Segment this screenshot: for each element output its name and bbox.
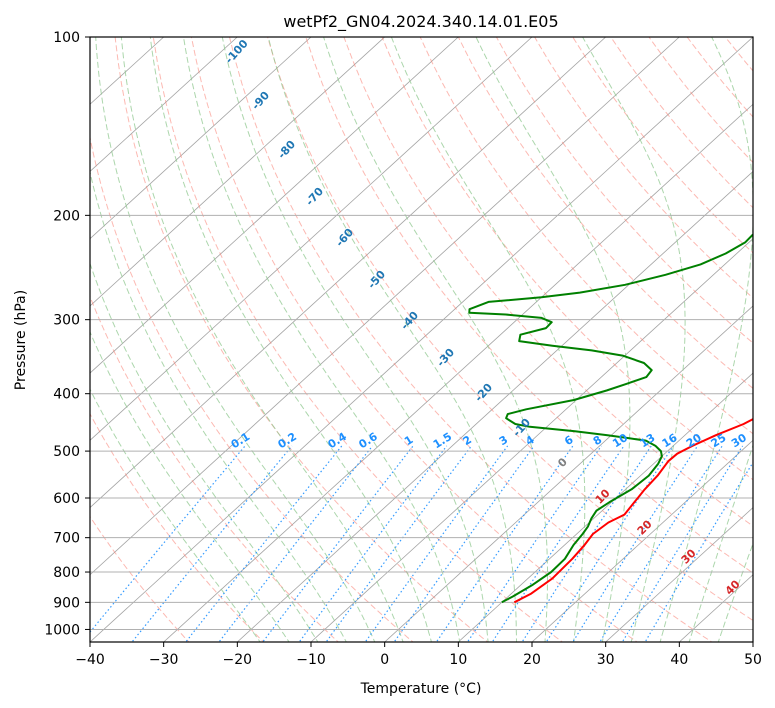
moist-adiabat-line	[183, 37, 461, 642]
y-tick-label: 500	[53, 444, 80, 460]
mixing-ratio-line	[644, 461, 753, 642]
isotherm-line	[90, 37, 606, 509]
dry-adiabat-line	[305, 37, 753, 574]
isotherm-line	[605, 507, 753, 642]
mixing-ratio-line	[545, 445, 674, 642]
isotherm-line	[237, 170, 753, 642]
isotherm-line	[384, 305, 753, 642]
x-tick-label: 0	[380, 652, 389, 668]
moist-adiabat-line	[90, 330, 290, 642]
moist-adiabat-line	[90, 388, 261, 642]
moist-adiabat-line	[659, 37, 753, 642]
y-tick-label: 900	[53, 595, 80, 611]
mixing-ratio-line	[298, 445, 448, 642]
y-tick-label: 700	[53, 531, 80, 547]
dry-adiabat-line	[419, 37, 753, 435]
x-tick-label: 30	[597, 652, 615, 668]
x-tick-label: −20	[223, 652, 253, 668]
x-tick-label: −40	[75, 652, 105, 668]
moist-adiabat-line	[323, 37, 548, 642]
y-tick-label: 300	[53, 313, 80, 329]
isotherm-line	[90, 37, 680, 576]
mixing-ratio-line	[491, 445, 625, 642]
y-tick-label: 600	[53, 491, 80, 507]
y-tick-label: 800	[53, 565, 80, 581]
dry-adiabat-line	[534, 37, 753, 299]
mixing-ratio-line	[131, 445, 293, 642]
mixing-ratio-line	[621, 445, 744, 642]
mixing-ratio-line	[393, 445, 535, 642]
profile-series	[468, 232, 753, 604]
mixing-ratio-line	[262, 445, 414, 642]
isotherm-line	[458, 372, 753, 642]
mixing-ratio-line	[599, 445, 723, 642]
mixing-ratio-line	[572, 445, 699, 642]
x-tick-label: −10	[296, 652, 326, 668]
isotherm-line	[90, 37, 753, 642]
pressure-grid	[90, 37, 753, 630]
isotherm-line	[90, 37, 385, 307]
moist-adiabat-line	[390, 37, 586, 642]
chart-title: wetPf2_GN04.2024.340.14.01.E05	[283, 12, 558, 32]
dewpoint-profile-line	[468, 232, 753, 604]
mixing-ratio-line	[364, 445, 509, 642]
mixing-ratio-line	[466, 445, 602, 642]
y-tick-label: 1000	[44, 622, 80, 638]
dry-adiabat-line	[90, 295, 339, 642]
dry-adiabat-line	[343, 37, 753, 527]
dry-adiabat-line	[190, 37, 638, 642]
isotherm-line	[90, 37, 459, 374]
dry-adiabat-line	[381, 37, 753, 481]
moist-adiabat-line	[475, 37, 631, 642]
x-axis-ticks: −40 −30 −20 −10 0 10 20 30 40 50	[75, 642, 762, 668]
y-tick-label: 400	[53, 387, 80, 403]
x-axis-label: Temperature (°C)	[360, 681, 482, 697]
moist-adiabat-line	[688, 443, 753, 642]
y-tick-label: 100	[53, 30, 80, 46]
x-tick-label: 10	[449, 652, 467, 668]
temperature-profile-line	[513, 417, 753, 604]
mixing-ratio-line	[435, 445, 574, 642]
x-tick-label: 40	[670, 652, 688, 668]
isotherm-line	[90, 37, 238, 172]
isotherm-line	[531, 439, 753, 642]
mixing-ratio-line	[521, 445, 652, 642]
mixing-ratio-line	[90, 445, 246, 633]
isotherm-line	[90, 37, 533, 441]
x-tick-label: 50	[744, 652, 762, 668]
y-axis-label: Pressure (hPa)	[13, 290, 29, 390]
moist-adiabat-line	[267, 37, 517, 642]
x-tick-label: −30	[149, 652, 179, 668]
x-tick-label: 20	[523, 652, 541, 668]
y-axis-ticks: 100 200 300 400 500 600 700 800 900 1000	[44, 30, 90, 638]
isotherm-line	[163, 103, 753, 642]
plot-frame	[89, 36, 754, 643]
y-tick-label: 200	[53, 208, 80, 224]
moist-adiabat-line	[149, 37, 432, 642]
isotherm-line	[90, 37, 312, 240]
